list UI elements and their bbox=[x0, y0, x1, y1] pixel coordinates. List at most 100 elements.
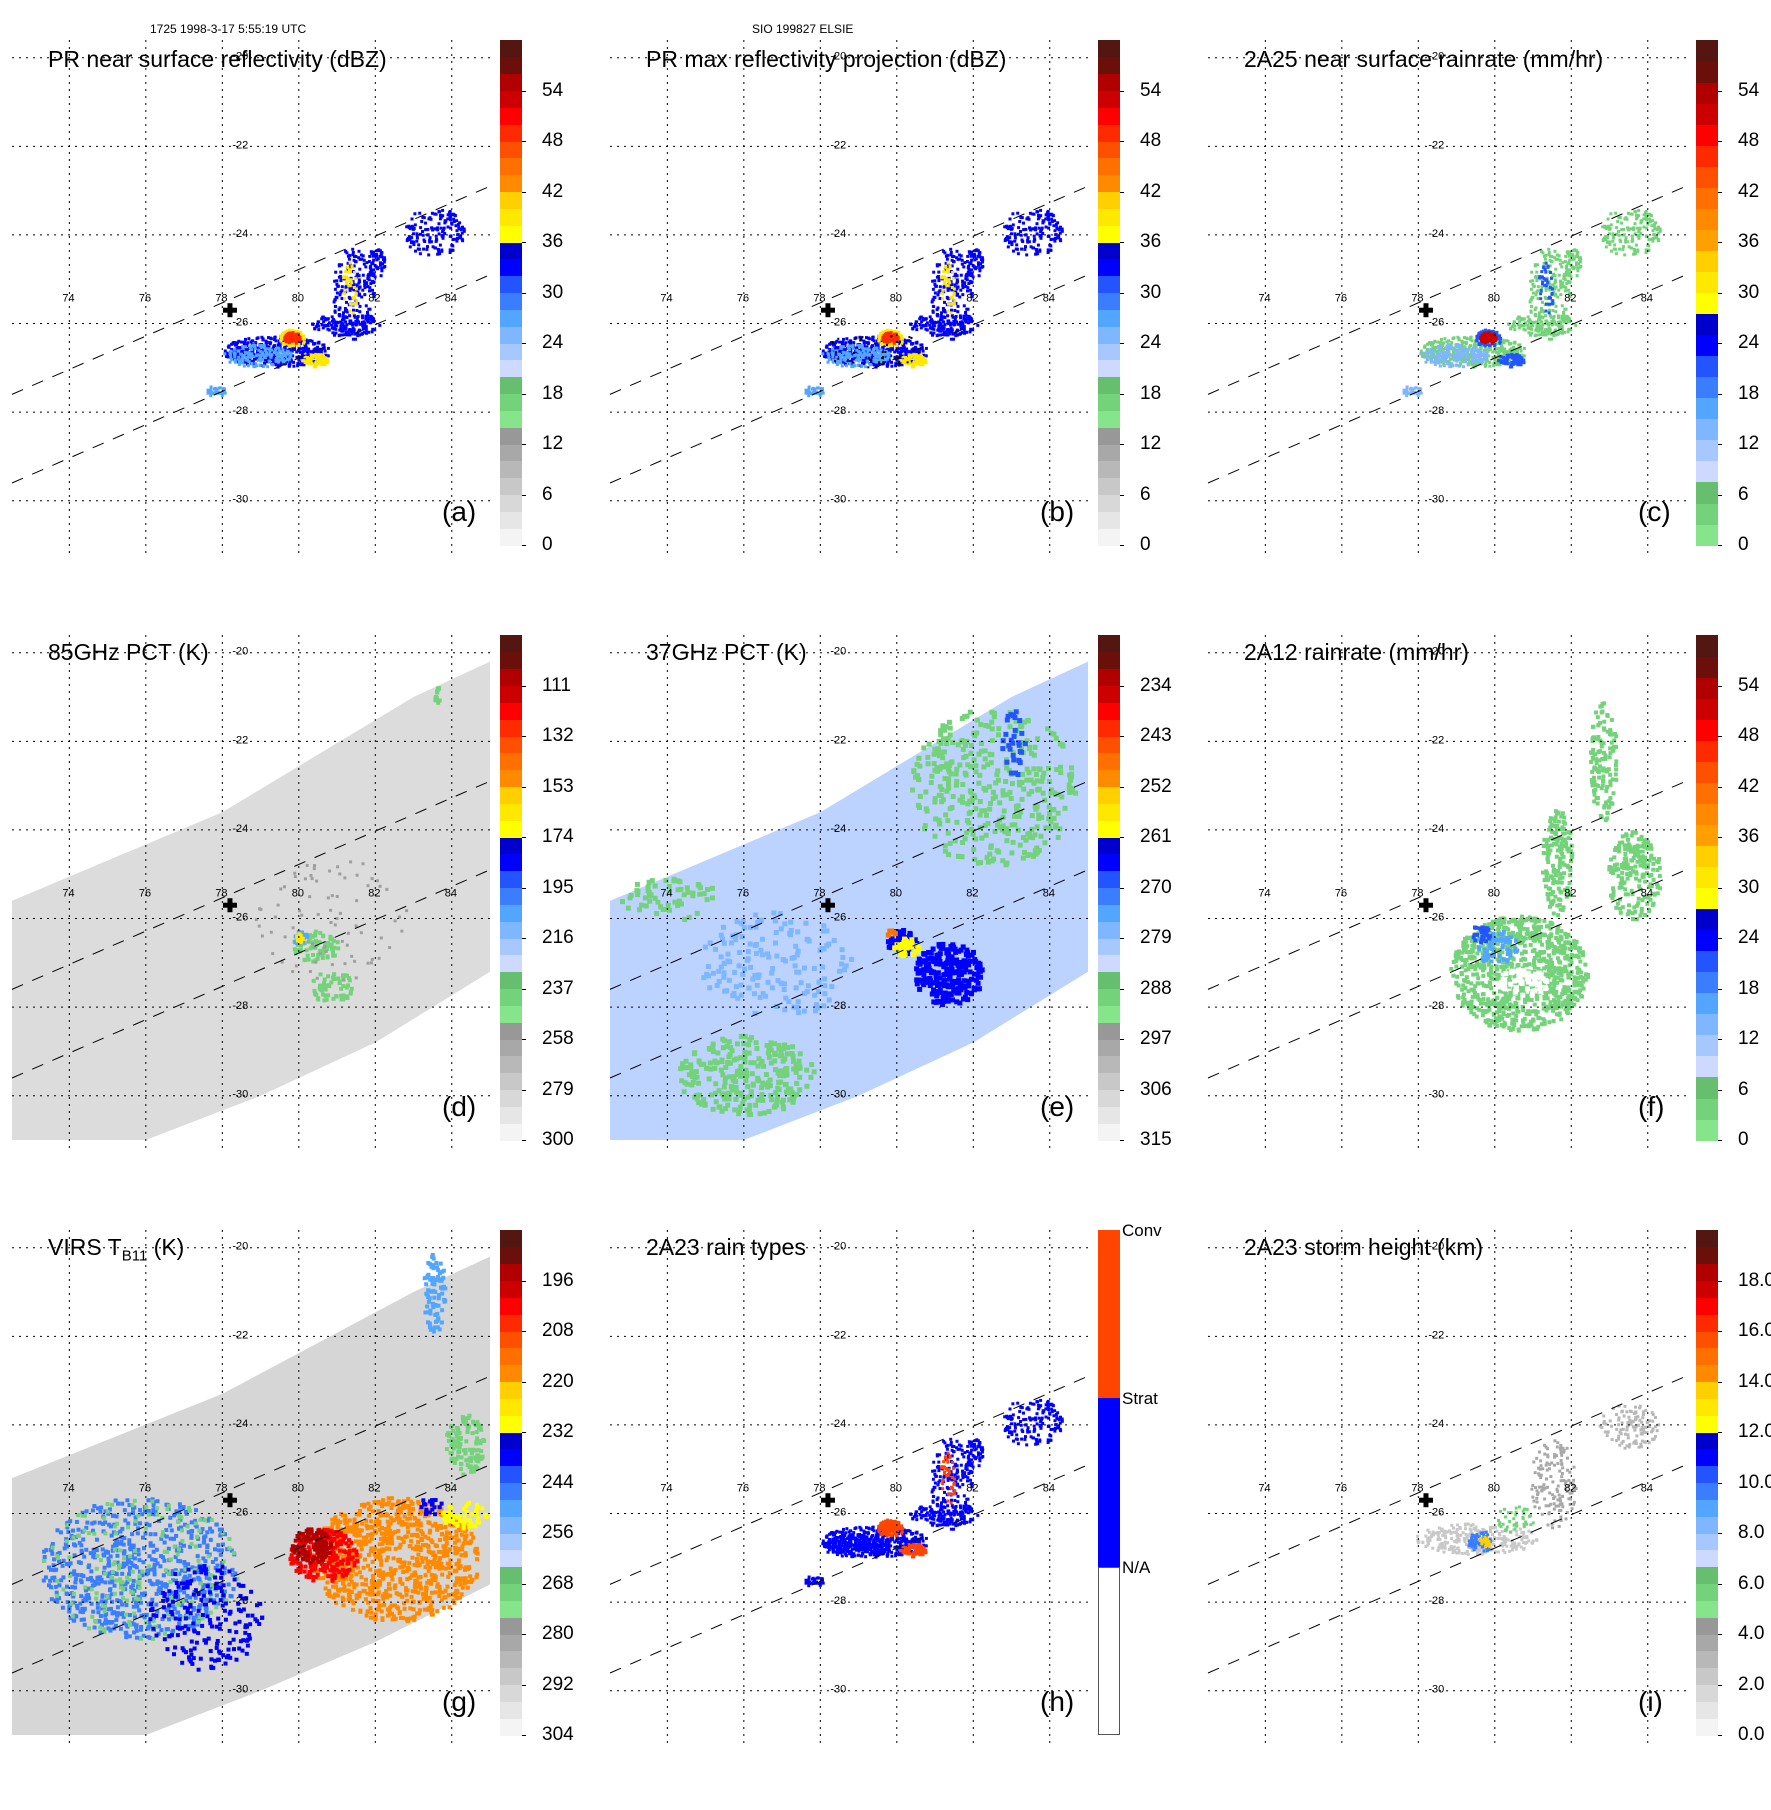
data-pixel bbox=[292, 926, 295, 929]
data-pixel bbox=[966, 255, 969, 258]
data-pixel bbox=[956, 310, 959, 313]
data-pixel bbox=[336, 865, 339, 868]
colorbar-label: 42 bbox=[1738, 182, 1759, 201]
data-pixel bbox=[898, 365, 900, 367]
data-pixel bbox=[1017, 252, 1020, 255]
data-pixel bbox=[925, 361, 928, 364]
data-pixel bbox=[1459, 362, 1462, 365]
data-pixel bbox=[456, 229, 459, 232]
longitude-label: 74 bbox=[62, 887, 74, 899]
data-pixel bbox=[1637, 209, 1640, 212]
data-pixel bbox=[852, 341, 855, 344]
latitude-label: -26 bbox=[1428, 317, 1444, 329]
data-pixel bbox=[1497, 359, 1500, 362]
data-pixel bbox=[1025, 233, 1028, 236]
data-pixel bbox=[890, 361, 893, 364]
colorbar-label: 6 bbox=[1140, 485, 1151, 504]
data-pixel bbox=[313, 989, 317, 993]
data-pixel bbox=[348, 334, 351, 337]
data-pixel bbox=[350, 987, 354, 991]
data-pixel bbox=[822, 350, 825, 353]
data-pixel bbox=[288, 358, 291, 361]
colorbar-segment bbox=[1696, 82, 1718, 104]
data-pixel bbox=[345, 301, 348, 304]
data-pixel bbox=[338, 308, 341, 311]
data-pixel bbox=[1620, 222, 1623, 225]
data-pixel bbox=[224, 350, 227, 353]
longitude-label: 74 bbox=[660, 292, 672, 304]
colorbar-tick bbox=[522, 1140, 526, 1141]
data-pixel bbox=[371, 330, 374, 333]
data-pixel bbox=[342, 316, 345, 319]
colorbar-segment bbox=[1098, 225, 1120, 242]
data-pixel bbox=[1535, 334, 1538, 337]
data-pixel bbox=[349, 278, 352, 281]
data-pixel bbox=[1614, 248, 1617, 251]
data-pixel bbox=[1654, 221, 1657, 224]
data-pixel bbox=[910, 354, 913, 357]
data-pixel bbox=[962, 315, 965, 318]
data-pixel bbox=[997, 800, 1002, 805]
data-pixel bbox=[1539, 292, 1542, 295]
data-pixel bbox=[868, 337, 871, 340]
data-pixel bbox=[1579, 265, 1582, 268]
data-pixel bbox=[385, 888, 388, 891]
data-pixel bbox=[435, 691, 439, 695]
data-pixel bbox=[1560, 315, 1563, 318]
data-pixel bbox=[1548, 297, 1551, 300]
data-pixel bbox=[1648, 218, 1651, 221]
data-pixel bbox=[939, 297, 942, 300]
data-pixel bbox=[341, 285, 344, 288]
data-pixel bbox=[349, 284, 352, 287]
data-pixel bbox=[1544, 334, 1547, 337]
data-pixel bbox=[919, 344, 922, 347]
data-pixel bbox=[1428, 342, 1431, 345]
data-pixel bbox=[899, 342, 901, 344]
data-pixel bbox=[311, 356, 314, 359]
data-pixel bbox=[342, 276, 345, 279]
colorbar-segment bbox=[1098, 276, 1120, 293]
data-pixel bbox=[438, 699, 442, 703]
data-pixel bbox=[954, 820, 959, 825]
data-pixel bbox=[867, 342, 870, 345]
colorbar-label: 237 bbox=[542, 979, 574, 998]
data-pixel bbox=[455, 240, 458, 243]
colorbar-segment bbox=[500, 955, 522, 972]
data-pixel bbox=[275, 353, 278, 356]
colorbar-segment bbox=[500, 1005, 522, 1022]
data-pixel bbox=[1008, 790, 1013, 795]
data-pixel bbox=[942, 315, 945, 318]
data-pixel bbox=[1029, 212, 1032, 215]
longitude-label: 80 bbox=[1488, 292, 1500, 304]
data-pixel bbox=[857, 357, 860, 360]
panel-title: 85GHz PCT (K) bbox=[48, 641, 209, 664]
data-pixel bbox=[1517, 344, 1520, 347]
data-pixel bbox=[288, 329, 291, 332]
data-pixel bbox=[353, 271, 356, 274]
data-pixel bbox=[1516, 317, 1519, 320]
data-pixel bbox=[1632, 228, 1635, 231]
data-pixel bbox=[932, 328, 935, 331]
data-pixel bbox=[353, 328, 356, 331]
data-pixel bbox=[958, 296, 961, 299]
data-pixel bbox=[1484, 363, 1487, 366]
data-pixel bbox=[1495, 338, 1498, 341]
colorbar-segment bbox=[1696, 440, 1718, 462]
longitude-label: 74 bbox=[62, 292, 74, 304]
data-pixel bbox=[416, 236, 419, 239]
data-pixel bbox=[1420, 350, 1423, 353]
data-pixel bbox=[929, 780, 934, 785]
data-pixel bbox=[1564, 286, 1567, 289]
lat-lon-grid bbox=[12, 40, 490, 555]
data-pixel bbox=[1545, 319, 1548, 322]
data-pixel bbox=[371, 958, 374, 961]
colorbar-segment bbox=[500, 871, 522, 888]
data-pixel bbox=[1540, 286, 1543, 289]
colorbar-segment bbox=[500, 938, 522, 955]
colorbar-tick bbox=[1120, 495, 1124, 496]
colorbar-segment bbox=[500, 495, 522, 512]
colorbar-segment bbox=[500, 1123, 522, 1140]
data-pixel bbox=[951, 271, 954, 274]
longitude-label: 84 bbox=[1641, 292, 1653, 304]
